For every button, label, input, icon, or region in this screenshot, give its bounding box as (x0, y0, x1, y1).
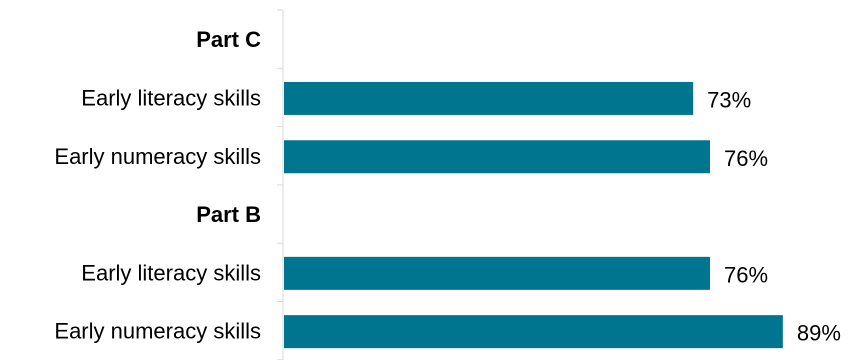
bar (284, 140, 710, 174)
bar (284, 315, 783, 349)
bar (284, 81, 694, 115)
bar (284, 256, 710, 290)
group-label: Part B (196, 202, 261, 227)
category-label: Early literacy skills (81, 260, 261, 285)
data-label: 89% (797, 321, 841, 346)
data-label: 73% (707, 87, 751, 112)
category-label: Early numeracy skills (54, 319, 261, 344)
chart-rows: Part C Early literacy skills 73% Early nume… (54, 27, 841, 349)
data-label: 76% (724, 262, 768, 287)
category-label: Early numeracy skills (54, 144, 261, 169)
data-label: 76% (724, 146, 768, 171)
group-label: Part C (196, 27, 261, 52)
category-label: Early literacy skills (81, 85, 261, 110)
